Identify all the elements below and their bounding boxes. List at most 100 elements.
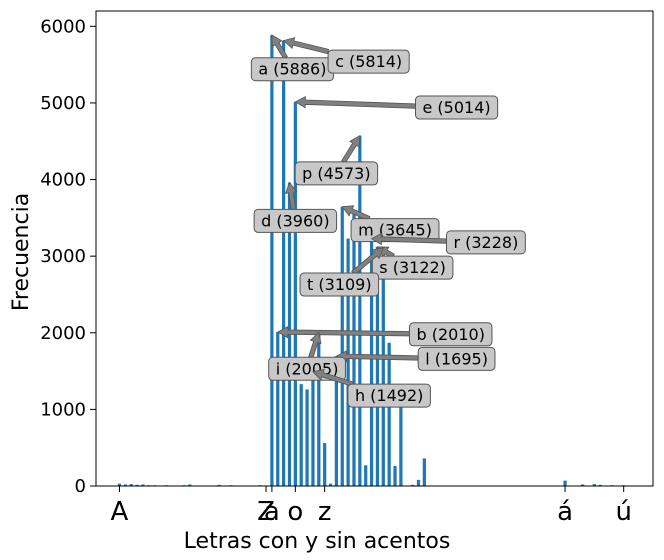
annotation-label: c (5814) — [335, 52, 402, 71]
annotation-label: d (3960) — [261, 211, 329, 230]
annotation-label: l (1695) — [425, 349, 488, 368]
annotation-arrow — [351, 247, 384, 276]
annotations: a (5886) c (5814) e (5014) p (4573) d (3960)… — [250, 34, 526, 408]
bar — [387, 342, 391, 486]
bar — [352, 214, 356, 486]
annotation-arrow — [271, 34, 288, 60]
annotation-box — [417, 346, 496, 371]
bar — [422, 458, 426, 486]
bar — [293, 101, 297, 486]
x-tick-label: á — [557, 497, 573, 527]
bar — [381, 247, 385, 486]
y-tick-label: 6000 — [40, 16, 86, 37]
plot-area — [96, 11, 653, 486]
bar — [334, 356, 339, 486]
bar — [399, 387, 403, 486]
y-tick-label: 3000 — [40, 246, 86, 267]
bar — [299, 384, 303, 486]
bar — [141, 484, 145, 486]
y-tick-label: 1000 — [40, 399, 86, 420]
y-axis-label: Frecuencia — [9, 193, 34, 311]
bar — [598, 484, 602, 486]
annotation-arrow — [276, 325, 410, 339]
annotation-box — [299, 272, 380, 297]
bar — [311, 371, 315, 486]
x-tick-label: ú — [615, 497, 631, 527]
annotation-label: b (2010) — [416, 325, 484, 344]
annotation-label: t (3109) — [307, 275, 372, 294]
annotation-arrow — [284, 181, 298, 211]
bar — [282, 40, 286, 487]
annotation: d (3960) — [253, 181, 338, 233]
annotation: c (5814) — [282, 37, 410, 74]
bar — [416, 479, 421, 486]
annotation-label: h (1492) — [355, 386, 423, 405]
bar — [129, 484, 133, 486]
bar — [276, 332, 280, 486]
x-tick-label: Z — [257, 497, 275, 527]
x-axis: A Za o z á ú — [111, 486, 632, 527]
bar — [188, 484, 192, 486]
annotation: r (3228) — [370, 230, 526, 255]
bar — [581, 484, 585, 486]
annotation: p (4573) — [294, 134, 379, 186]
bar — [369, 238, 374, 486]
annotation-box — [408, 322, 493, 347]
x-tick-label: a — [264, 497, 280, 527]
bar — [305, 389, 309, 486]
y-tick-label: 4000 — [40, 170, 86, 191]
plot-frame — [95, 10, 654, 487]
annotation-arrow — [294, 96, 417, 109]
annotation-arrow — [370, 232, 447, 246]
annotation-box — [445, 230, 526, 255]
bar — [217, 484, 221, 486]
annotation-label: r (3228) — [453, 233, 518, 252]
annotation: h (1492) — [312, 368, 431, 408]
annotation: s (3122) — [371, 246, 454, 280]
annotation: m (3645) — [341, 205, 440, 243]
annotation-box — [415, 95, 499, 120]
annotation-arrow — [308, 331, 322, 359]
annotation-box — [327, 49, 410, 74]
annotation-label: p (4573) — [302, 164, 370, 183]
annotation-box — [371, 255, 454, 280]
annotation-box — [347, 383, 431, 408]
x-tick-label: o — [287, 497, 303, 527]
annotation: t (3109) — [299, 247, 384, 297]
x-axis-label: Letras con y sin acentos — [184, 529, 451, 554]
y-axis: 0 1000 2000 3000 4000 5000 6000 — [40, 16, 96, 497]
bar — [346, 238, 350, 486]
annotation-box — [294, 161, 379, 186]
annotation: l (1695) — [335, 346, 496, 371]
annotation-label: s (3122) — [379, 258, 446, 277]
x-tick-label: z — [318, 497, 332, 527]
bar — [123, 484, 127, 486]
annotation: e (5014) — [294, 95, 499, 120]
bar — [364, 465, 368, 486]
bar — [317, 332, 321, 486]
bar — [135, 484, 139, 486]
y-tick-label: 2000 — [40, 323, 86, 344]
bar — [328, 483, 333, 486]
bar — [340, 206, 344, 486]
bar — [358, 135, 362, 486]
bar — [375, 246, 380, 486]
bar — [563, 480, 567, 486]
annotation-arrow — [341, 134, 361, 164]
y-tick-label: 5000 — [40, 93, 86, 114]
annotation-arrow — [282, 37, 330, 55]
bar — [117, 483, 122, 486]
bar — [270, 35, 274, 486]
bar — [323, 443, 327, 486]
bar — [592, 484, 596, 486]
annotation: b (2010) — [276, 322, 493, 347]
bar — [393, 466, 397, 486]
y-tick-label: 0 — [75, 476, 86, 497]
annotation-label: m (3645) — [358, 221, 432, 240]
annotation-label: a (5886) — [258, 60, 326, 79]
annotation: a (5886) — [250, 34, 334, 82]
annotation-box — [253, 208, 338, 233]
x-tick-label: A — [111, 497, 129, 527]
annotation-label: e (5014) — [423, 98, 491, 117]
